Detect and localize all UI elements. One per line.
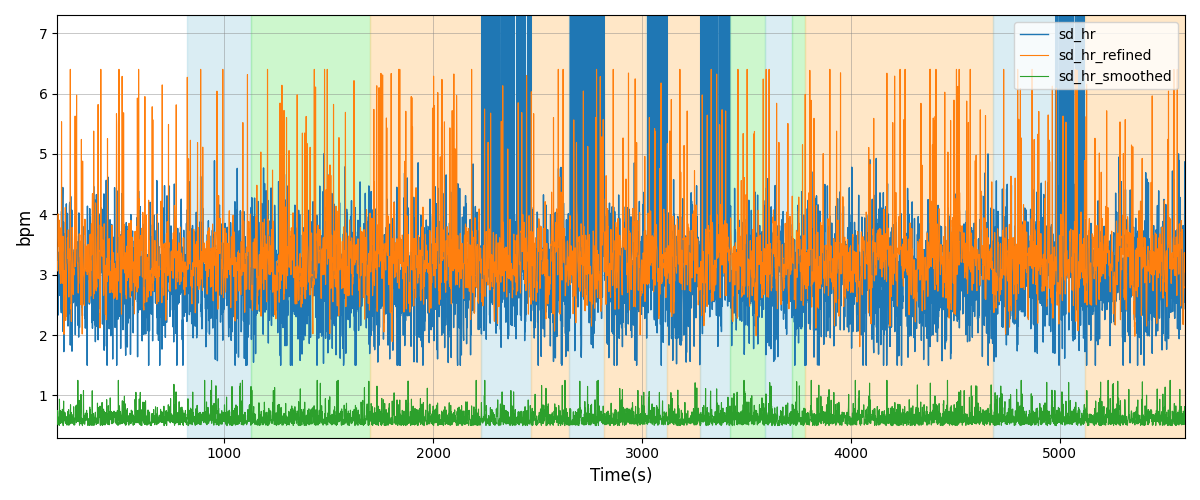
sd_hr_smoothed (869, 416, 883, 422)
sd_hr (787, 264, 802, 270)
Bar (251, 15, 371, 438)
sd_hr (1178, 280, 1193, 286)
sd_hr_refined (64, 66, 78, 72)
Bar (187, 15, 251, 438)
sd_hr_smoothed (707, 414, 721, 420)
sd_hr (80, 362, 95, 368)
Bar (605, 15, 646, 438)
Bar (1085, 15, 1186, 438)
sd_hr_refined (852, 344, 866, 349)
Bar (730, 15, 766, 438)
sd_hr (426, 298, 440, 304)
sd_hr_smoothed (50, 408, 65, 414)
sd_hr_smoothed (787, 406, 802, 412)
sd_hr_refined (426, 273, 440, 279)
sd_hr (707, 298, 721, 304)
sd_hr_refined (787, 248, 802, 254)
sd_hr_smoothed (1178, 419, 1193, 425)
sd_hr_refined (50, 258, 65, 264)
Legend: sd_hr, sd_hr_refined, sd_hr_smoothed: sd_hr, sd_hr_refined, sd_hr_smoothed (1014, 22, 1178, 90)
sd_hr_refined (707, 264, 721, 270)
sd_hr_refined (1178, 262, 1193, 268)
Bar (792, 15, 805, 438)
sd_hr_smoothed (366, 410, 380, 416)
sd_hr (50, 342, 65, 348)
sd_hr_smoothed (71, 378, 85, 384)
X-axis label: Time(s): Time(s) (590, 467, 653, 485)
sd_hr_refined (869, 272, 883, 278)
Bar (646, 15, 667, 438)
Line: sd_hr_smoothed: sd_hr_smoothed (58, 380, 1186, 426)
sd_hr (869, 324, 883, 330)
Y-axis label: bpm: bpm (16, 208, 34, 245)
Bar (481, 15, 532, 438)
sd_hr_smoothed (1085, 412, 1099, 418)
sd_hr_refined (366, 274, 380, 280)
sd_hr_smoothed (426, 413, 440, 419)
Line: sd_hr: sd_hr (58, 15, 1186, 366)
Bar (766, 15, 792, 438)
Bar (667, 15, 701, 438)
sd_hr (475, 12, 490, 18)
Bar (992, 15, 1085, 438)
Bar (532, 15, 569, 438)
sd_hr_refined (1085, 231, 1099, 237)
Bar (701, 15, 730, 438)
sd_hr (366, 206, 380, 212)
sd_hr (1085, 252, 1099, 258)
Line: sd_hr_refined: sd_hr_refined (58, 70, 1186, 346)
sd_hr_smoothed (630, 422, 644, 428)
Bar (371, 15, 481, 438)
Bar (805, 15, 992, 438)
Bar (569, 15, 605, 438)
